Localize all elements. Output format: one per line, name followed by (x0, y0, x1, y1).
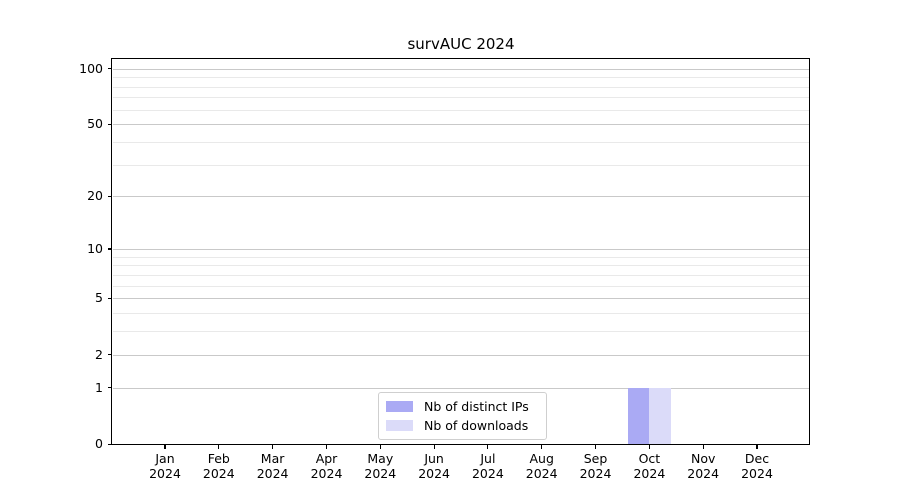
x-tick-label-nov: Nov 2024 (687, 451, 720, 481)
y-gridline-2 (113, 354, 809, 356)
x-tick-aug (541, 444, 543, 449)
y-tick-label-20: 20 (87, 188, 103, 204)
y-tick-label-2: 2 (95, 346, 103, 362)
x-tick-label-jul: Jul 2024 (471, 451, 504, 481)
y-gridline-minor-7 (113, 274, 809, 276)
y-gridline-1 (113, 387, 809, 389)
y-gridline-minor-80 (113, 86, 809, 88)
y-gridline-50 (113, 124, 809, 126)
y-tick-5 (108, 297, 112, 299)
x-tick-label-dec: Dec 2024 (741, 451, 773, 481)
x-tick-label-may: May 2024 (364, 451, 397, 481)
y-tick-100 (108, 68, 112, 70)
chart-title: survAUC 2024 (407, 35, 515, 53)
y-gridline-minor-60 (113, 109, 809, 111)
x-tick-label-apr: Apr 2024 (310, 451, 343, 481)
legend-swatch-distinct-ips (386, 401, 413, 412)
y-tick-label-1: 1 (95, 379, 103, 395)
x-tick-nov (702, 444, 704, 449)
y-tick-50 (108, 123, 112, 125)
y-tick-20 (108, 195, 112, 197)
y-gridline-minor-8 (113, 265, 809, 267)
x-tick-label-sep: Sep 2024 (579, 451, 612, 481)
y-gridline-5 (113, 298, 809, 300)
x-tick-jan (164, 444, 166, 449)
x-tick-may (379, 444, 381, 449)
bar-oct-nb-of-distinct-ips (627, 387, 650, 444)
y-gridline-10 (113, 248, 809, 250)
x-tick-mar (272, 444, 274, 449)
y-tick-10 (108, 248, 112, 250)
legend: Nb of distinct IPs Nb of downloads (378, 392, 547, 440)
y-gridline-minor-6 (113, 285, 809, 287)
y-gridline-minor-70 (113, 97, 809, 99)
x-tick-label-oct: Oct 2024 (633, 451, 666, 481)
x-tick-jul (487, 444, 489, 449)
x-tick-apr (325, 444, 328, 449)
x-tick-label-jun: Jun 2024 (418, 451, 450, 481)
x-tick-jun (433, 444, 435, 449)
y-gridline-minor-40 (113, 141, 809, 143)
bar-oct-nb-of-downloads (649, 387, 671, 444)
x-tick-label-feb: Feb 2024 (202, 451, 235, 481)
plot-area (111, 58, 810, 445)
y-gridline-minor-30 (113, 164, 809, 166)
x-tick-oct (648, 444, 650, 449)
y-tick-label-100: 100 (79, 60, 103, 76)
x-tick-label-mar: Mar 2024 (256, 451, 289, 481)
x-tick-sep (594, 444, 597, 449)
y-gridline-minor-90 (113, 77, 809, 78)
y-gridline-minor-4 (113, 313, 809, 315)
x-tick-feb (218, 444, 220, 449)
y-gridline-minor-9 (113, 256, 809, 258)
y-tick-label-10: 10 (87, 240, 103, 256)
x-tick-label-aug: Aug 2024 (525, 451, 558, 481)
y-tick-label-50: 50 (87, 116, 103, 132)
y-gridline-100 (113, 68, 809, 70)
y-tick-2 (108, 354, 112, 356)
legend-entry-distinct-ips: Nb of distinct IPs (386, 399, 538, 414)
legend-swatch-downloads (386, 420, 413, 431)
x-tick-dec (756, 444, 758, 449)
legend-label-downloads: Nb of downloads (424, 418, 529, 433)
legend-label-distinct-ips: Nb of distinct IPs (424, 399, 529, 414)
y-tick-label-0: 0 (95, 436, 103, 451)
legend-entry-downloads: Nb of downloads (386, 418, 538, 433)
y-tick-label-5: 5 (95, 290, 103, 306)
y-tick-1 (108, 387, 112, 389)
y-gridline-minor-3 (113, 331, 809, 333)
y-gridline-20 (113, 196, 809, 198)
y-tick-0 (108, 443, 112, 445)
x-tick-label-jan: Jan 2024 (149, 451, 181, 481)
